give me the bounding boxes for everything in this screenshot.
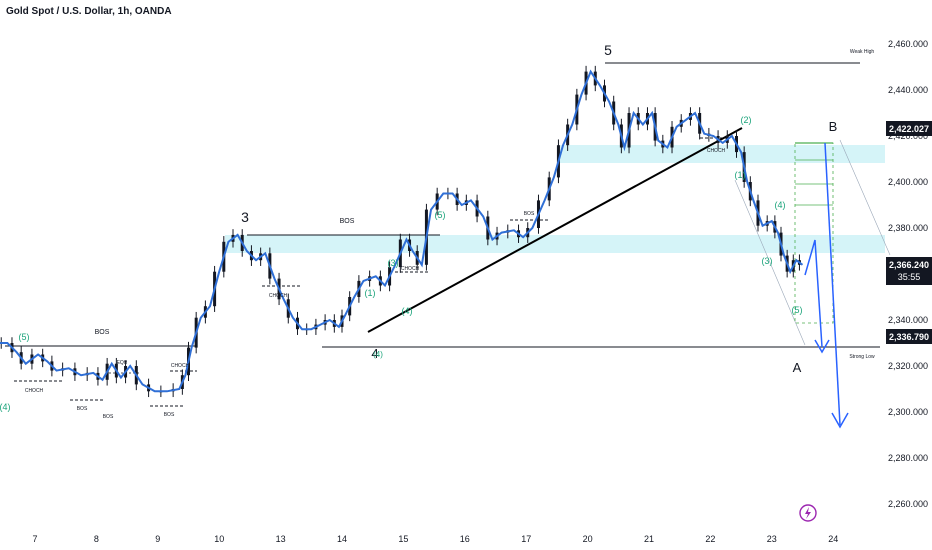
projection-path-a <box>804 239 823 348</box>
y-tick-label: 2,460.000 <box>888 39 928 49</box>
projection-guide-1 <box>734 179 806 346</box>
subwave-4-left: (4) <box>0 402 11 412</box>
price-series-line <box>0 69 804 393</box>
supply-zone-lower <box>225 235 885 253</box>
lightning-icon[interactable] <box>799 504 817 522</box>
x-tick-label: 23 <box>767 534 777 544</box>
y-tick-label: 2,400.000 <box>888 177 928 187</box>
subwave-5-mid: (5) <box>435 210 446 220</box>
x-tick-label: 10 <box>214 534 224 544</box>
x-tick-label: 22 <box>705 534 715 544</box>
svg-text:2,336.790: 2,336.790 <box>889 332 929 342</box>
x-tick-label: 14 <box>337 534 347 544</box>
y-tick-label: 2,280.000 <box>888 453 928 463</box>
wave-4-label: 4 <box>371 346 378 361</box>
y-tick-label: 2,300.000 <box>888 407 928 417</box>
subwave-5-right: (5) <box>792 305 803 315</box>
x-tick-label: 21 <box>644 534 654 544</box>
eqh-label: EQH <box>117 360 128 366</box>
subwave-4-low: (4) <box>373 350 383 359</box>
y-tick-label: 2,340.000 <box>888 315 928 325</box>
b-level-price-label: 2,422.027 <box>886 121 932 136</box>
choch-label-4: CHOCH <box>401 266 420 272</box>
svg-text:2,422.027: 2,422.027 <box>889 124 929 134</box>
choch-label-2: CHOCH <box>171 363 190 369</box>
wave-5-label: 5 <box>604 42 612 58</box>
trend-line <box>367 127 743 333</box>
x-tick-label: 17 <box>521 534 531 544</box>
projection-path-b <box>824 142 841 426</box>
x-tick-label: 15 <box>398 534 408 544</box>
subwave-4-mid: (4) <box>402 306 413 316</box>
bos-label-left: BOS <box>95 329 110 336</box>
subwave-3-mid: (3) <box>388 258 399 268</box>
subwave-1-right: (1) <box>735 170 746 180</box>
supply-zone-upper <box>560 145 885 163</box>
bos-small-2: BOS <box>103 414 114 420</box>
x-tick-label: 13 <box>276 534 286 544</box>
weak-high-label: Weak High <box>850 49 875 55</box>
x-tick-label: 7 <box>32 534 37 544</box>
bos-label-right: BOS <box>524 211 535 217</box>
projection-guide-2 <box>839 139 891 256</box>
subwave-1-mid: (1) <box>365 288 376 298</box>
x-tick-label: 8 <box>94 534 99 544</box>
x-axis: 7 8 9 10 13 14 15 16 17 20 21 22 23 24 <box>32 534 838 544</box>
wave-b-label: B <box>829 119 838 134</box>
bos-small-3: BOS <box>164 412 175 418</box>
chart-title: Gold Spot / U.S. Dollar, 1h, OANDA <box>6 6 172 17</box>
bos-label-mid: BOS <box>340 218 355 225</box>
y-tick-label: 2,320.000 <box>888 361 928 371</box>
svg-text:2,366.240: 2,366.240 <box>889 260 929 270</box>
bos-small-1: BOS <box>77 406 88 412</box>
arrow-head-a <box>814 339 830 354</box>
wave-a-label: A <box>793 360 802 375</box>
x-tick-label: 9 <box>155 534 160 544</box>
y-tick-label: 2,260.000 <box>888 499 928 509</box>
x-tick-label: 20 <box>583 534 593 544</box>
y-tick-label: 2,380.000 <box>888 223 928 233</box>
choch-label-5: CHOCH <box>707 148 726 154</box>
wave-3-label: 3 <box>241 209 249 225</box>
subwave-5-left: (5) <box>19 332 30 342</box>
y-tick-label: 2,440.000 <box>888 85 928 95</box>
a-level-price-label: 2,336.790 <box>886 329 932 344</box>
arrow-head-b <box>831 412 849 429</box>
subwave-4-right: (4) <box>775 200 786 210</box>
x-tick-label: 24 <box>828 534 838 544</box>
choch-label-3: CHOCH <box>269 293 288 299</box>
choch-label-1: CHOCH <box>25 388 44 394</box>
strong-low-label: Strong Low <box>849 354 875 360</box>
price-line-layer <box>0 69 804 393</box>
current-price-label: 2,366.240 35:55 <box>886 257 932 285</box>
svg-text:35:55: 35:55 <box>898 272 921 282</box>
subwave-3-right: (3) <box>762 256 773 266</box>
subwave-2-right: (2) <box>741 115 752 125</box>
x-tick-label: 16 <box>460 534 470 544</box>
target-box <box>794 142 834 324</box>
